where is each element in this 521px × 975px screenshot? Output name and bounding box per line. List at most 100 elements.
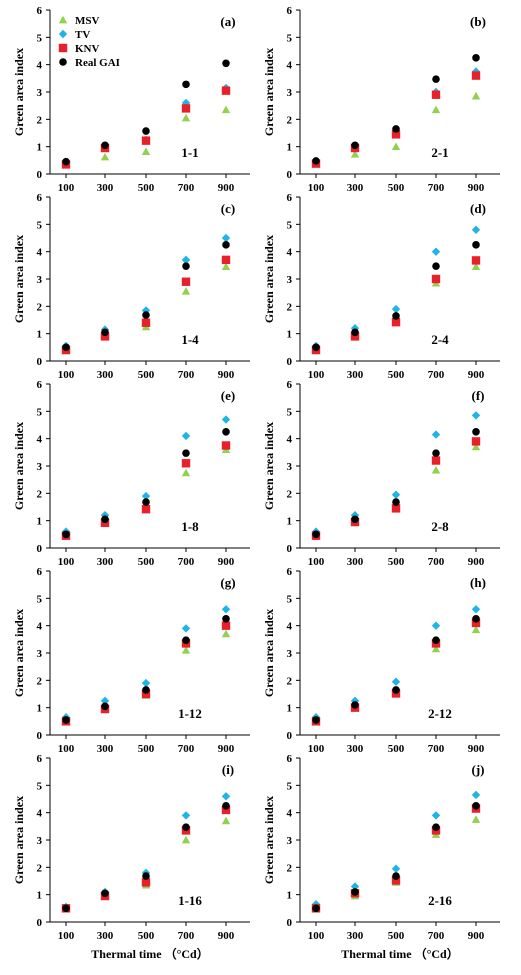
x-tick-label: 500 bbox=[388, 369, 405, 381]
y-tick-label: 6 bbox=[37, 379, 43, 391]
point-real-gai bbox=[472, 615, 480, 623]
point-real-gai bbox=[182, 823, 190, 831]
point-tv bbox=[391, 864, 401, 873]
point-real-gai bbox=[101, 328, 109, 337]
y-tick-label: 6 bbox=[37, 5, 43, 17]
point-real-gai bbox=[312, 530, 320, 539]
x-tick-label: 700 bbox=[178, 369, 195, 381]
y-tick-label: 4 bbox=[287, 60, 293, 72]
point-knv bbox=[431, 90, 441, 99]
point-real-gai bbox=[182, 636, 190, 644]
y-tick-label: 0 bbox=[287, 169, 293, 181]
y-tick-label: 0 bbox=[37, 356, 43, 368]
x-tick-label: 100 bbox=[58, 743, 75, 755]
y-tick-label: 2 bbox=[287, 301, 293, 313]
panel-code: 1-12 bbox=[178, 706, 202, 721]
y-tick-label: 5 bbox=[287, 32, 293, 44]
point-tv bbox=[181, 431, 191, 441]
panel-code: 1-4 bbox=[181, 332, 199, 347]
point-real-gai bbox=[101, 702, 109, 711]
panel-letter: (i) bbox=[222, 762, 234, 777]
y-tick-label: 4 bbox=[37, 434, 43, 446]
legend-label: MSV bbox=[75, 15, 100, 27]
point-real-gai bbox=[222, 615, 230, 623]
point-real-gai bbox=[142, 872, 150, 880]
point-real-gai bbox=[351, 515, 359, 524]
point-tv bbox=[221, 792, 231, 801]
legend-marker-knv bbox=[58, 43, 68, 53]
point-msv bbox=[221, 262, 231, 271]
y-tick-label: 0 bbox=[287, 730, 293, 742]
legend-label: KNV bbox=[75, 43, 100, 55]
legend-marker-real-gai bbox=[59, 58, 67, 66]
panel-code: 1-8 bbox=[181, 519, 199, 534]
point-msv bbox=[141, 147, 151, 155]
point-tv bbox=[221, 233, 231, 243]
point-knv bbox=[221, 86, 231, 95]
y-tick-label: 6 bbox=[287, 5, 293, 17]
panel-letter: (g) bbox=[220, 575, 235, 590]
legend-label: Real GAI bbox=[75, 57, 120, 69]
x-tick-label: 100 bbox=[58, 182, 75, 194]
point-real-gai bbox=[62, 530, 70, 539]
point-real-gai bbox=[351, 141, 359, 150]
point-tv bbox=[350, 511, 360, 520]
legend-marker-msv bbox=[58, 15, 68, 24]
point-knv bbox=[471, 71, 481, 80]
panel-letter: (f) bbox=[472, 388, 485, 403]
x-tick-label: 700 bbox=[428, 369, 445, 381]
y-tick-label: 2 bbox=[37, 114, 43, 126]
x-tick-label: 900 bbox=[468, 369, 485, 381]
point-real-gai bbox=[432, 449, 440, 457]
point-real-gai bbox=[222, 802, 230, 810]
x-tick-label: 700 bbox=[178, 930, 195, 942]
y-tick-label: 6 bbox=[37, 753, 43, 765]
y-tick-label: 2 bbox=[287, 488, 293, 500]
point-tv bbox=[181, 624, 191, 633]
y-tick-label: 1 bbox=[37, 703, 43, 715]
point-knv bbox=[141, 136, 151, 145]
x-tick-label: 700 bbox=[178, 556, 195, 568]
x-tick-label: 700 bbox=[428, 930, 445, 942]
point-knv bbox=[471, 437, 481, 446]
y-tick-label: 0 bbox=[37, 917, 43, 929]
point-msv bbox=[350, 150, 360, 158]
x-tick-label: 300 bbox=[97, 182, 114, 194]
point-knv bbox=[221, 441, 231, 450]
y-tick-label: 2 bbox=[37, 301, 43, 313]
y-tick-label: 3 bbox=[287, 461, 293, 473]
point-tv bbox=[181, 98, 191, 108]
x-tick-label: 700 bbox=[428, 743, 445, 755]
point-tv bbox=[391, 304, 401, 314]
y-tick-label: 4 bbox=[37, 60, 43, 72]
y-tick-label: 2 bbox=[287, 114, 293, 126]
panel-2-8: 0 1 2 3 4 5 6 100 300 500 700 900 Green area index (f… bbox=[262, 379, 500, 568]
panel-letter: (h) bbox=[470, 575, 486, 590]
point-msv bbox=[221, 105, 231, 114]
y-tick-label: 4 bbox=[37, 808, 43, 820]
panel-2-1: 0 1 2 3 4 5 6 100 300 500 700 900 Green area index (b… bbox=[262, 5, 500, 194]
x-tick-label: 300 bbox=[347, 743, 364, 755]
legend-marker-tv bbox=[58, 29, 68, 39]
x-tick-label: 100 bbox=[308, 743, 325, 755]
point-real-gai bbox=[351, 888, 359, 896]
point-knv bbox=[431, 274, 441, 284]
x-tick-label: 700 bbox=[178, 182, 195, 194]
y-tick-label: 1 bbox=[287, 142, 293, 154]
y-tick-label: 0 bbox=[37, 730, 43, 742]
x-tick-label: 100 bbox=[308, 369, 325, 381]
x-tick-label: 900 bbox=[218, 182, 235, 194]
y-tick-label: 6 bbox=[287, 379, 293, 391]
point-real-gai bbox=[62, 904, 70, 913]
x-tick-label: 300 bbox=[347, 930, 364, 942]
panel-1-4: 0 1 2 3 4 5 6 100 300 500 700 900 Green area index (c… bbox=[12, 192, 250, 381]
y-axis-title: Green area index bbox=[12, 422, 26, 510]
y-tick-label: 0 bbox=[37, 543, 43, 555]
x-tick-label: 300 bbox=[97, 743, 114, 755]
point-real-gai bbox=[312, 716, 320, 724]
y-axis-title: Green area index bbox=[12, 796, 26, 884]
panel-letter: (e) bbox=[221, 388, 235, 403]
y-tick-label: 6 bbox=[37, 192, 43, 204]
point-knv bbox=[141, 504, 151, 514]
point-tv bbox=[221, 415, 231, 424]
